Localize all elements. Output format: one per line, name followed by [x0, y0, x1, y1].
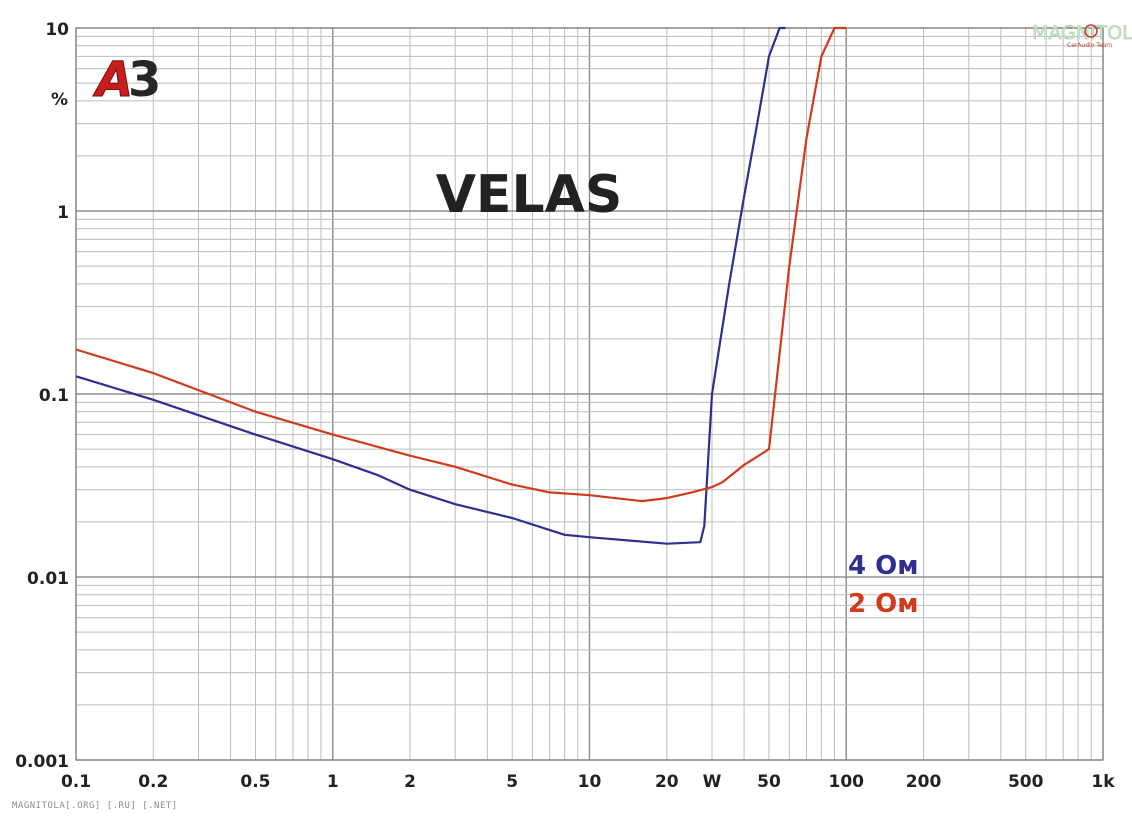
y-unit-label: %	[51, 90, 68, 110]
series-line-4-ohm	[75, 26, 786, 545]
y-tick-label: 0.1	[39, 386, 69, 406]
x-tick-label: 2	[404, 772, 416, 792]
series-line-2-ohm	[75, 26, 847, 503]
legend-2-ohm: 2 Ом	[848, 589, 919, 619]
x-tick-label: 5	[506, 772, 518, 792]
x-tick-label: W	[703, 772, 722, 792]
y-tick-label: 1	[57, 203, 69, 223]
legend-4-ohm: 4 Ом	[848, 551, 919, 581]
x-tick-label: 1	[327, 772, 339, 792]
x-tick-label: 0.1	[61, 772, 91, 792]
y-tick-label: 0.001	[15, 752, 69, 772]
x-tick-label: 500	[1008, 772, 1044, 792]
watermark-sub: CarAudio Team	[1067, 42, 1112, 49]
x-tick-label: 10	[578, 772, 602, 792]
badge-letter: A	[92, 52, 133, 108]
x-tick-label: 0.5	[240, 772, 270, 792]
magnitola-watermark: MAGNITOLA CarAudio Team	[1032, 22, 1132, 49]
y-tick-label: 10	[45, 20, 69, 40]
x-tick-label: 100	[829, 772, 865, 792]
footer-text: MAGNITOLA[.ORG] [.RU] [.NET]	[12, 801, 178, 811]
plot-frame	[75, 27, 1104, 761]
a3-badge: A 3	[92, 52, 162, 109]
series-layer	[75, 26, 847, 545]
x-tick-label: 20	[655, 772, 679, 792]
x-tick-label: 200	[906, 772, 942, 792]
tick-labels: 0.1 0.2 0.5 1 2 5 10 20 W 50 100 200 500 1k 10 1 0.1 0.01…	[15, 20, 1115, 792]
x-tick-label: 50	[757, 772, 781, 792]
watermark-ring-icon	[1084, 24, 1098, 38]
badge-number: 3	[128, 52, 161, 108]
x-tick-label: 0.2	[138, 772, 168, 792]
y-tick-label: 0.01	[27, 569, 69, 589]
watermark-main: MAGNITOLA	[1032, 22, 1132, 44]
chart-title: VELAS	[436, 165, 623, 225]
x-tick-label: 1k	[1091, 772, 1115, 792]
grid	[75, 27, 1104, 761]
